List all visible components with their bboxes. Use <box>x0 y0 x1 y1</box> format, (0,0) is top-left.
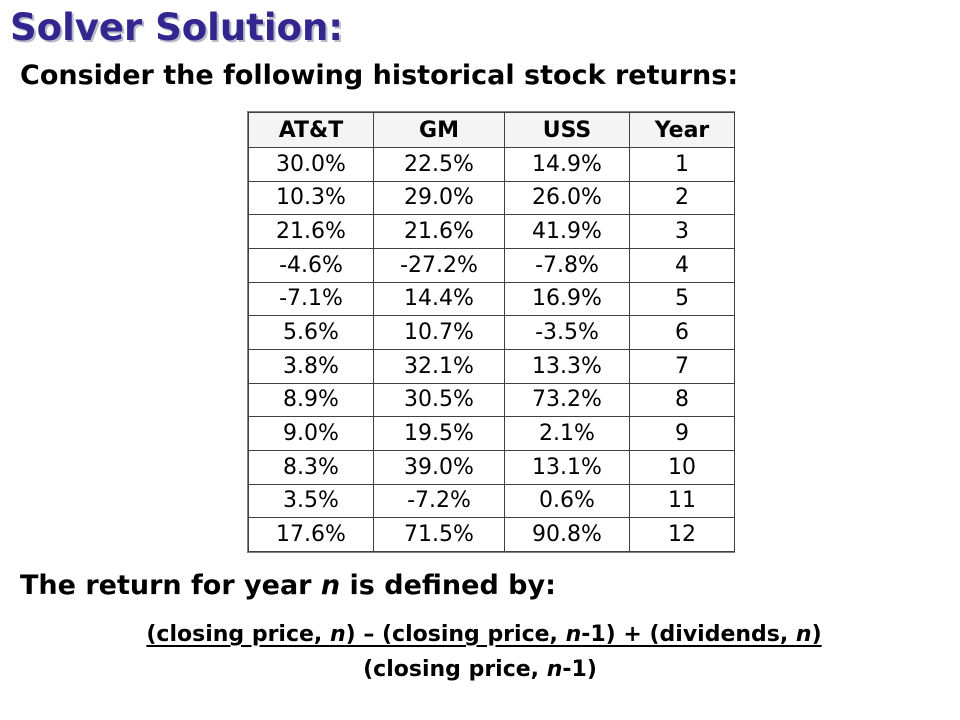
denominator-var-1: n <box>546 657 563 682</box>
slide-subtitle: Consider the following historical stock … <box>20 60 739 91</box>
year-cell: 5 <box>629 281 735 317</box>
uss-return-cell: 26.0% <box>504 180 630 216</box>
table-row: 3.8% 32.1% 13.3% 7 <box>248 348 735 384</box>
returns-table-container: AT&T GM USS Year 30.0% 22.5% 14.9% 1 10.3% 29… <box>247 111 735 553</box>
table-row: 10.3% 29.0% 26.0% 2 <box>248 180 735 216</box>
column-header-att: AT&T <box>248 112 374 148</box>
year-cell: 7 <box>629 348 735 384</box>
uss-return-cell: 14.9% <box>504 147 630 182</box>
att-return-cell: 17.6% <box>248 517 374 552</box>
gm-return-cell: 29.0% <box>373 180 505 216</box>
gm-return-cell: 10.7% <box>373 315 505 350</box>
column-header-year: Year <box>629 112 735 148</box>
table-row: 30.0% 22.5% 14.9% 1 <box>248 147 735 182</box>
definition-variable: n <box>320 570 341 601</box>
uss-return-cell: 90.8% <box>504 517 630 552</box>
year-cell: 12 <box>629 517 735 552</box>
att-return-cell: 8.3% <box>248 449 374 485</box>
year-cell: 8 <box>629 382 735 418</box>
table-header-row: AT&T GM USS Year <box>248 112 735 148</box>
att-return-cell: 21.6% <box>248 214 374 249</box>
gm-return-cell: -7.2% <box>373 483 505 519</box>
gm-return-cell: 30.5% <box>373 382 505 418</box>
uss-return-cell: 41.9% <box>504 214 630 249</box>
att-return-cell: 30.0% <box>248 147 374 182</box>
numerator-part-2: ) – (closing price, <box>345 622 566 647</box>
year-cell: 11 <box>629 483 735 519</box>
numerator-var-3: n <box>795 622 812 647</box>
table-row: -4.6% -27.2% -7.8% 4 <box>248 247 735 283</box>
gm-return-cell: 32.1% <box>373 348 505 384</box>
att-return-cell: 10.3% <box>248 180 374 216</box>
table-row: -7.1% 14.4% 16.9% 5 <box>248 281 735 317</box>
returns-table: AT&T GM USS Year 30.0% 22.5% 14.9% 1 10.3% 29… <box>248 112 735 552</box>
gm-return-cell: 71.5% <box>373 517 505 552</box>
uss-return-cell: 13.1% <box>504 449 630 485</box>
table-row: 3.5% -7.2% 0.6% 11 <box>248 483 735 519</box>
att-return-cell: 8.9% <box>248 382 374 418</box>
uss-return-cell: 13.3% <box>504 348 630 384</box>
year-cell: 3 <box>629 214 735 249</box>
formula-denominator: (closing price, n-1) <box>0 657 960 682</box>
att-return-cell: 9.0% <box>248 416 374 451</box>
slide-title: Solver Solution: <box>10 6 344 49</box>
gm-return-cell: 21.6% <box>373 214 505 249</box>
uss-return-cell: 2.1% <box>504 416 630 451</box>
gm-return-cell: 22.5% <box>373 147 505 182</box>
column-header-uss: USS <box>504 112 630 148</box>
year-cell: 2 <box>629 180 735 216</box>
table-row: 17.6% 71.5% 90.8% 12 <box>248 517 735 552</box>
year-cell: 10 <box>629 449 735 485</box>
formula-numerator: (closing price, n) – (closing price, n-1… <box>4 622 960 647</box>
uss-return-cell: 73.2% <box>504 382 630 418</box>
uss-return-cell: 16.9% <box>504 281 630 317</box>
year-cell: 4 <box>629 247 735 283</box>
att-return-cell: 5.6% <box>248 315 374 350</box>
numerator-part-4: ) <box>811 622 822 647</box>
column-header-gm: GM <box>373 112 505 148</box>
table-row: 9.0% 19.5% 2.1% 9 <box>248 416 735 451</box>
year-cell: 1 <box>629 147 735 182</box>
uss-return-cell: -3.5% <box>504 315 630 350</box>
year-cell: 6 <box>629 315 735 350</box>
gm-return-cell: 39.0% <box>373 449 505 485</box>
denominator-part-1: (closing price, <box>363 657 547 682</box>
uss-return-cell: -7.8% <box>504 247 630 283</box>
att-return-cell: -4.6% <box>248 247 374 283</box>
table-body: 30.0% 22.5% 14.9% 1 10.3% 29.0% 26.0% 2 21.6% 21.… <box>248 147 735 552</box>
denominator-part-2: -1) <box>562 657 597 682</box>
numerator-var-2: n <box>565 622 582 647</box>
definition-prefix: The return for year <box>20 570 321 601</box>
numerator-part-1: (closing price, <box>146 622 330 647</box>
definition-suffix: is defined by: <box>340 570 556 601</box>
gm-return-cell: -27.2% <box>373 247 505 283</box>
numerator-var-1: n <box>329 622 346 647</box>
table-row: 5.6% 10.7% -3.5% 6 <box>248 315 735 350</box>
gm-return-cell: 19.5% <box>373 416 505 451</box>
year-cell: 9 <box>629 416 735 451</box>
gm-return-cell: 14.4% <box>373 281 505 317</box>
table-row: 8.9% 30.5% 73.2% 8 <box>248 382 735 418</box>
uss-return-cell: 0.6% <box>504 483 630 519</box>
numerator-part-3: -1) + (dividends, <box>581 622 796 647</box>
table-row: 21.6% 21.6% 41.9% 3 <box>248 214 735 249</box>
att-return-cell: 3.8% <box>248 348 374 384</box>
definition-line: The return for year n is defined by: <box>20 570 556 601</box>
att-return-cell: -7.1% <box>248 281 374 317</box>
table-row: 8.3% 39.0% 13.1% 10 <box>248 449 735 485</box>
att-return-cell: 3.5% <box>248 483 374 519</box>
